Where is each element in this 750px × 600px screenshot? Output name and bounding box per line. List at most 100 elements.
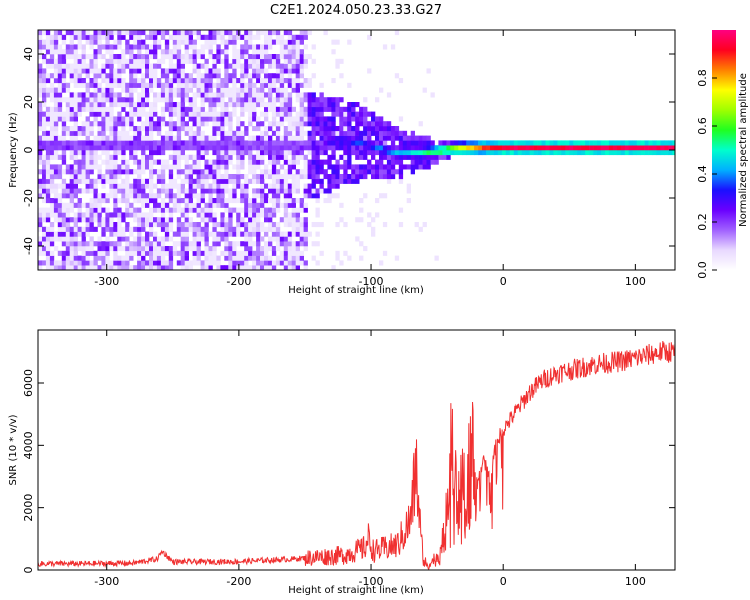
heatmap-cell [153,106,158,112]
heatmap-cell [101,63,106,69]
heatmap-cell [299,222,304,228]
heatmap-cell [53,135,59,141]
heatmap-cell [164,102,170,108]
heatmap-cell [283,159,289,165]
heatmap-cell [252,135,257,141]
heatmap-cell [204,222,209,228]
heatmap-cell [363,164,368,170]
heatmap-cell [355,236,360,242]
heatmap-cell [69,183,74,189]
heatmap-cell [109,111,114,117]
heatmap-cell [291,63,296,69]
heatmap-cell [85,255,90,261]
heatmap-cell [287,164,293,170]
heatmap-cell [410,130,415,136]
heatmap-cell [57,198,63,204]
heatmap-cell [69,54,74,60]
heatmap-cell [283,231,289,237]
heatmap-cell [69,174,74,180]
heatmap-cell [291,178,296,184]
heatmap-cell [113,68,118,74]
heatmap-cell [299,207,304,213]
heatmap-cell [240,111,245,117]
heatmap-cell [315,145,320,151]
heatmap-cell [224,250,229,256]
heatmap-cell [363,111,368,117]
heatmap-cell [168,111,174,117]
heatmap-cell [252,174,257,180]
heatmap-cell [216,222,221,228]
heatmap-cell [275,97,281,103]
heatmap-cell [260,226,265,232]
heatmap-cell [236,49,241,55]
heatmap-cell [149,265,154,270]
heatmap-cell [382,250,388,256]
heatmap-cell [335,169,340,175]
heatmap-cell [303,145,308,151]
heatmap-cell [49,145,55,151]
heatmap-cell [268,97,273,103]
heatmap-cell [105,145,110,151]
snr-xtick-label: -100 [359,575,384,588]
heatmap-cell [61,39,67,45]
heatmap-cell [268,140,273,146]
heatmap-cell [188,39,193,45]
heatmap-cell [109,246,114,252]
heatmap-cell [73,130,78,136]
heatmap-cell [129,150,134,156]
heatmap-cell [398,174,404,180]
heatmap-cell [137,44,142,50]
heatmap-cell [275,145,281,151]
heatmap-cell [327,174,332,180]
heatmap-cell [212,178,217,184]
heatmap-cell [307,159,312,165]
heatmap-cell [268,58,273,64]
heatmap-cell [168,34,174,40]
heatmap-cell [188,82,193,88]
heatmap-cell [77,140,82,146]
heatmap-cell [176,87,182,93]
heatmap-cell [93,226,98,232]
heatmap-cell [85,159,90,165]
heatmap-cell [351,178,356,184]
heatmap-cell [141,30,146,36]
heatmap-cell [260,250,265,256]
heatmap-cell [164,68,170,74]
heatmap-cell [57,34,63,40]
heatmap-cell [224,226,229,232]
heatmap-cell [279,44,285,50]
heatmap-cell [228,255,233,261]
heatmap-cell [176,169,182,175]
heatmap-cell [184,78,189,84]
snr-xtick-label: -300 [94,575,119,588]
heatmap-cell [109,140,114,146]
heatmap-cell [212,39,217,45]
heatmap-cell [38,63,43,69]
heatmap-cell [307,145,312,151]
heatmap-cell [38,150,43,156]
heatmap-cell [236,222,241,228]
heatmap-cell [164,250,170,256]
heatmap-cell [283,217,289,223]
heatmap-cell [156,121,162,127]
heatmap-cell [61,135,67,141]
heatmap-cell [375,140,380,146]
colorbar: 0.00.20.40.60.8 Normalized spectral ampl… [696,30,749,279]
heatmap-cell [53,145,59,151]
heatmap-cell [57,58,63,64]
heatmap-cell [208,30,213,36]
heatmap-cell [208,183,213,189]
heatmap-cell [652,145,657,151]
heatmap-cell [113,73,118,79]
heatmap-cell [176,231,182,237]
heatmap-cell [355,121,360,127]
heatmap-cell [73,212,78,218]
heatmap-cell [256,260,261,266]
heatmap-cell [434,145,439,151]
heatmap-cell [200,102,205,108]
heatmap-cell [248,231,253,237]
heatmap-cell [624,140,630,146]
heatmap-cell [49,188,55,194]
heatmap-cell [291,140,296,146]
heatmap-cell [81,255,86,261]
